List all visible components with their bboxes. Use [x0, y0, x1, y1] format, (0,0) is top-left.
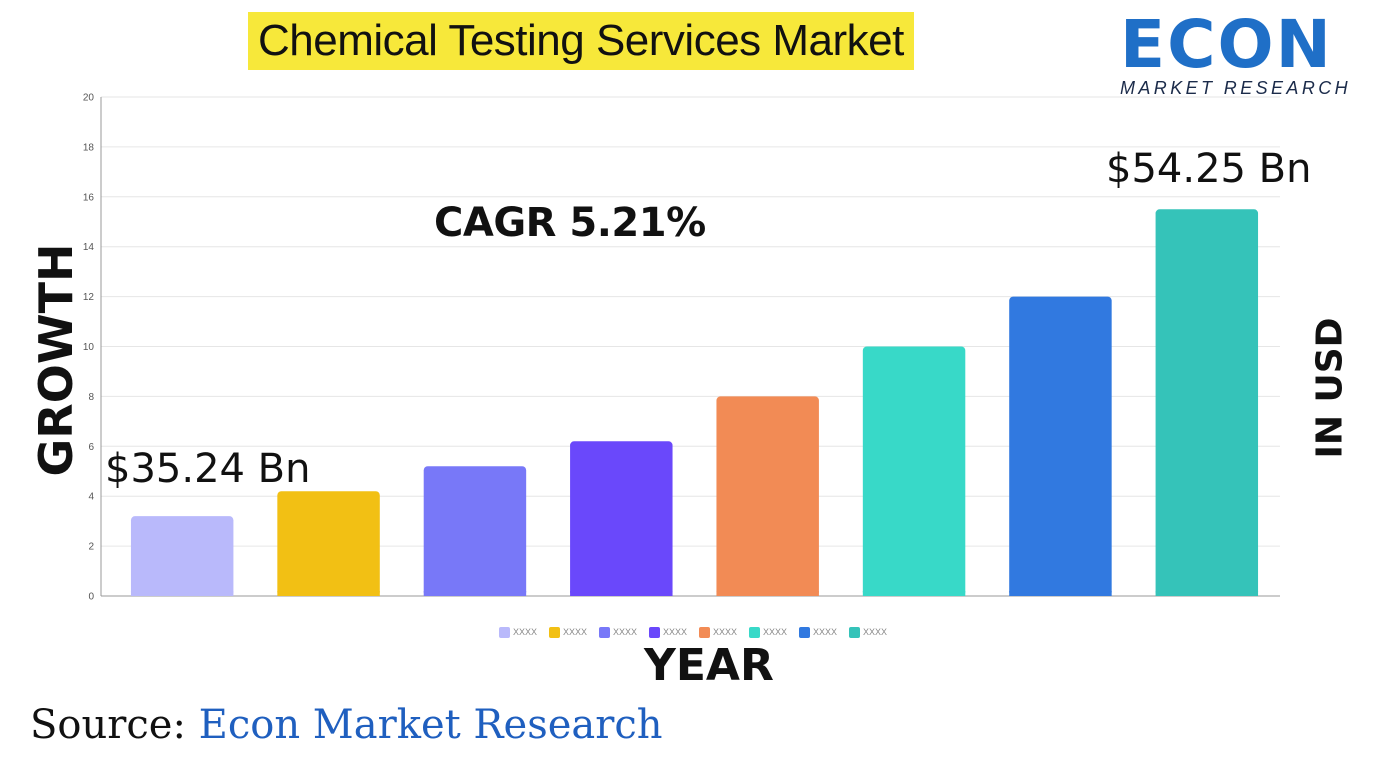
- bar-base: [423, 591, 527, 596]
- y-axis-label: GROWTH: [29, 243, 83, 477]
- y-tick-label: 16: [83, 192, 95, 203]
- y-tick-label: 4: [88, 492, 94, 503]
- y-tick-label: 8: [88, 392, 94, 403]
- bar-base: [570, 591, 673, 596]
- bar: [1009, 296, 1112, 596]
- y-tick-label: 2: [88, 542, 94, 553]
- legend-swatch: [598, 626, 610, 638]
- legend-item[interactable]: XXXX: [498, 626, 537, 638]
- legend-swatch: [498, 626, 510, 638]
- legend-item[interactable]: XXXX: [648, 626, 687, 638]
- bar: [130, 516, 234, 596]
- legend-label: XXXX: [863, 627, 888, 637]
- legend-swatch: [849, 626, 861, 638]
- bar: [716, 396, 819, 596]
- y-tick-label: 10: [83, 342, 95, 353]
- legend-label: XXXX: [813, 627, 838, 637]
- bar-base: [862, 591, 966, 596]
- legend-item[interactable]: XXXX: [548, 626, 587, 638]
- last-value-label: $54.25 Bn: [1106, 146, 1312, 192]
- cagr-annotation: CAGR 5.21%: [434, 200, 706, 246]
- bar-base: [1009, 591, 1112, 596]
- legend-label: XXXX: [713, 627, 738, 637]
- legend-item[interactable]: XXXX: [598, 626, 637, 638]
- y-tick-label: 12: [83, 292, 95, 303]
- legend-swatch: [548, 626, 560, 638]
- legend-swatch: [799, 626, 811, 638]
- legend-item[interactable]: XXXX: [699, 626, 738, 638]
- bar-base: [277, 591, 380, 596]
- bar: [570, 441, 673, 596]
- y-tick-label: 0: [88, 592, 94, 603]
- source-name: Econ Market Research: [198, 702, 663, 748]
- legend-label: XXXX: [763, 627, 788, 637]
- logo-subtitle: MARKET RESEARCH: [1120, 78, 1352, 98]
- bar: [277, 491, 380, 596]
- y-tick-label: 20: [83, 93, 95, 104]
- source-line: Source: Econ Market Research: [30, 702, 663, 748]
- legend-label: XXXX: [662, 627, 687, 637]
- y-tick-label: 18: [83, 142, 95, 153]
- first-value-label: $35.24 Bn: [105, 446, 311, 492]
- logo-wordmark: ECON: [1120, 6, 1333, 83]
- bar-base: [130, 591, 234, 596]
- legend-item[interactable]: XXXX: [749, 626, 788, 638]
- legend-label: XXXX: [562, 627, 587, 637]
- legend-item[interactable]: XXXX: [799, 626, 838, 638]
- legend-swatch: [749, 626, 761, 638]
- x-axis-label: YEAR: [644, 640, 774, 691]
- bar: [423, 466, 527, 596]
- source-prefix: Source:: [30, 702, 186, 748]
- legend-label: XXXX: [612, 627, 637, 637]
- bar: [1155, 209, 1259, 596]
- legend-swatch: [648, 626, 660, 638]
- y-tick-label: 14: [83, 242, 95, 253]
- y-tick-label: 6: [88, 442, 94, 453]
- y-axis-unit-label: IN USD: [1309, 317, 1351, 459]
- legend-label: XXXX: [512, 627, 537, 637]
- econ-logo: ECON MARKET RESEARCH: [1118, 6, 1376, 102]
- bar-base: [1155, 591, 1259, 596]
- chart-legend: XXXX XXXX XXXX XXXX XXXX XXXX XXXX XXXX: [0, 625, 1386, 639]
- legend-item[interactable]: XXXX: [849, 626, 888, 638]
- legend-swatch: [699, 626, 710, 638]
- bar: [862, 346, 966, 596]
- bar-base: [716, 591, 819, 596]
- chart-title: Chemical Testing Services Market: [248, 12, 914, 70]
